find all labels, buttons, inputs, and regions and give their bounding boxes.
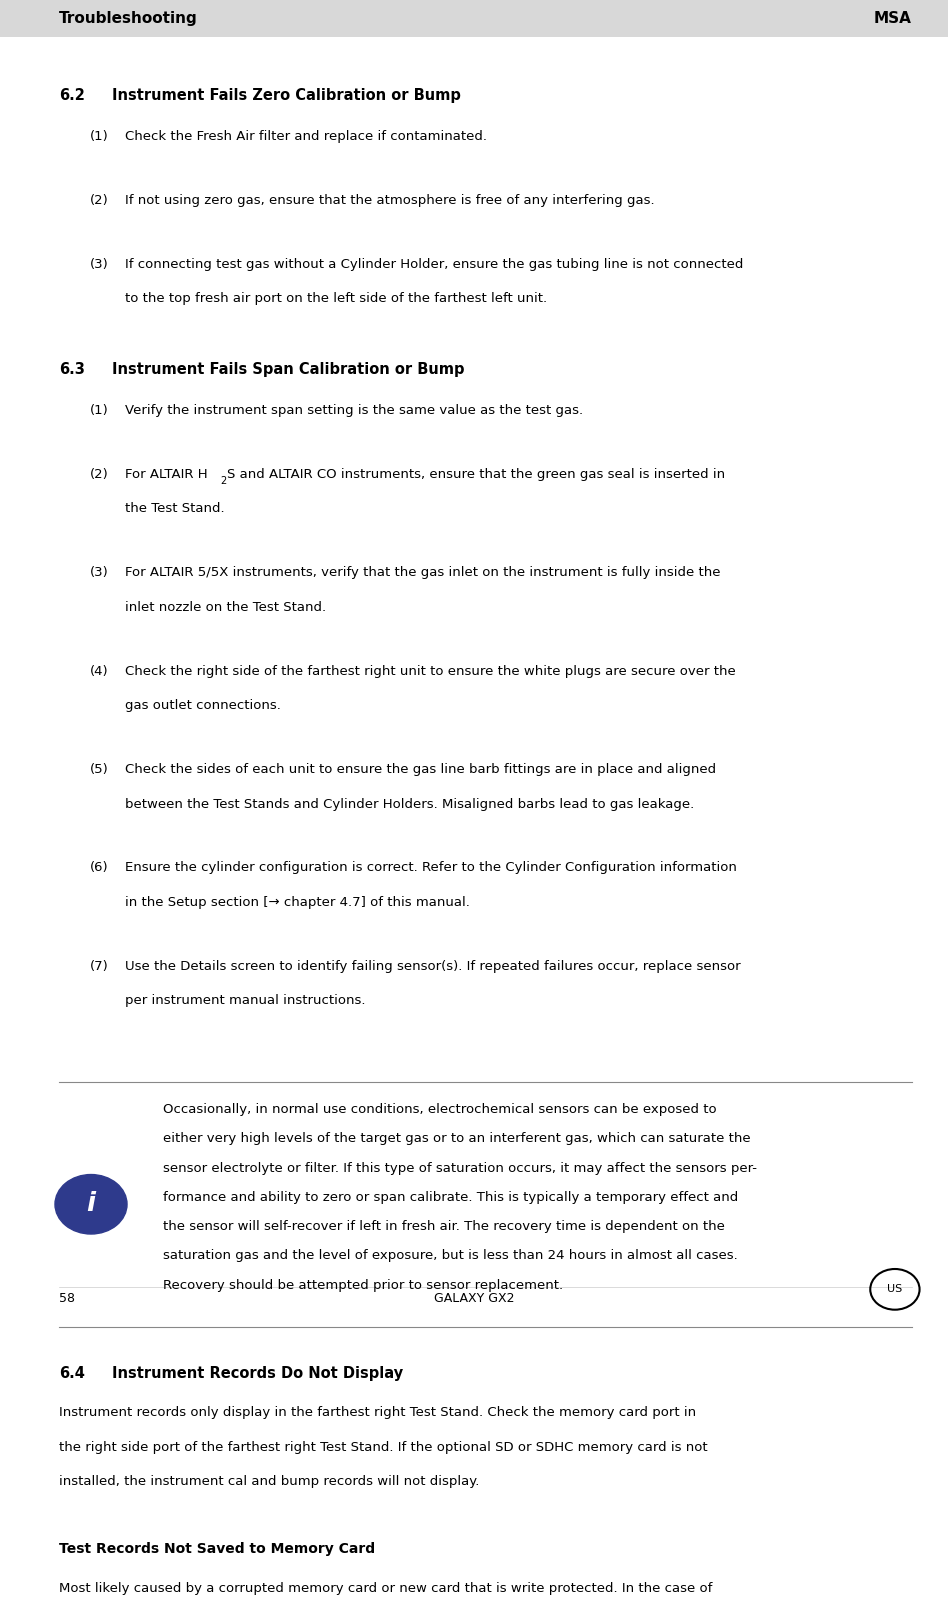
Text: If not using zero gas, ensure that the atmosphere is free of any interfering gas: If not using zero gas, ensure that the a…	[125, 195, 655, 208]
Text: Test Records Not Saved to Memory Card: Test Records Not Saved to Memory Card	[59, 1542, 374, 1555]
Text: Ensure the cylinder configuration is correct. Refer to the Cylinder Configuratio: Ensure the cylinder configuration is cor…	[125, 861, 737, 874]
Text: (5): (5)	[90, 763, 109, 776]
Ellipse shape	[55, 1175, 127, 1233]
Text: inlet nozzle on the Test Stand.: inlet nozzle on the Test Stand.	[125, 601, 326, 613]
Text: (3): (3)	[90, 258, 109, 270]
Text: formance and ability to zero or span calibrate. This is typically a temporary ef: formance and ability to zero or span cal…	[163, 1191, 738, 1204]
Text: 6.2: 6.2	[59, 87, 84, 103]
Text: the right side port of the farthest right Test Stand. If the optional SD or SDHC: the right side port of the farthest righ…	[59, 1441, 707, 1454]
Text: Verify the instrument span setting is the same value as the test gas.: Verify the instrument span setting is th…	[125, 404, 583, 417]
Text: per instrument manual instructions.: per instrument manual instructions.	[125, 995, 366, 1008]
Text: (2): (2)	[90, 195, 109, 208]
Text: 6.3: 6.3	[59, 362, 84, 377]
FancyBboxPatch shape	[0, 0, 948, 37]
Text: Check the Fresh Air filter and replace if contaminated.: Check the Fresh Air filter and replace i…	[125, 130, 487, 143]
Text: Most likely caused by a corrupted memory card or new card that is write protecte: Most likely caused by a corrupted memory…	[59, 1581, 712, 1596]
Text: Use the Details screen to identify failing sensor(s). If repeated failures occur: Use the Details screen to identify faili…	[125, 960, 740, 972]
Text: to the top fresh air port on the left side of the farthest left unit.: to the top fresh air port on the left si…	[125, 293, 547, 306]
Text: either very high levels of the target gas or to an interferent gas, which can sa: either very high levels of the target ga…	[163, 1132, 751, 1145]
Text: the sensor will self-recover if left in fresh air. The recovery time is dependen: the sensor will self-recover if left in …	[163, 1220, 725, 1233]
Text: gas outlet connections.: gas outlet connections.	[125, 699, 281, 712]
Text: (4): (4)	[90, 665, 109, 678]
Text: Instrument Fails Span Calibration or Bump: Instrument Fails Span Calibration or Bum…	[112, 362, 465, 377]
Text: 58: 58	[59, 1293, 75, 1306]
Text: (3): (3)	[90, 567, 109, 580]
Text: S and ALTAIR CO instruments, ensure that the green gas seal is inserted in: S and ALTAIR CO instruments, ensure that…	[227, 469, 725, 481]
Text: between the Test Stands and Cylinder Holders. Misaligned barbs lead to gas leaka: between the Test Stands and Cylinder Hol…	[125, 797, 694, 810]
Text: GALAXY GX2: GALAXY GX2	[434, 1293, 514, 1306]
Text: 2: 2	[220, 477, 227, 486]
Text: Occasionally, in normal use conditions, electrochemical sensors can be exposed t: Occasionally, in normal use conditions, …	[163, 1103, 717, 1116]
Text: the Test Stand.: the Test Stand.	[125, 502, 225, 515]
Text: Instrument Records Do Not Display: Instrument Records Do Not Display	[112, 1367, 403, 1381]
Text: (1): (1)	[90, 404, 109, 417]
Text: 6.4: 6.4	[59, 1367, 84, 1381]
Text: For ALTAIR H: For ALTAIR H	[125, 469, 208, 481]
Text: (1): (1)	[90, 130, 109, 143]
Text: MSA: MSA	[874, 11, 912, 26]
Text: US: US	[887, 1285, 902, 1294]
Text: Troubleshooting: Troubleshooting	[59, 11, 197, 26]
Text: Check the sides of each unit to ensure the gas line barb fittings are in place a: Check the sides of each unit to ensure t…	[125, 763, 717, 776]
Text: in the Setup section [→ chapter 4.7] of this manual.: in the Setup section [→ chapter 4.7] of …	[125, 895, 470, 910]
Text: (6): (6)	[90, 861, 109, 874]
Text: For ALTAIR 5/5X instruments, verify that the gas inlet on the instrument is full: For ALTAIR 5/5X instruments, verify that…	[125, 567, 720, 580]
Text: installed, the instrument cal and bump records will not display.: installed, the instrument cal and bump r…	[59, 1475, 479, 1488]
Text: Instrument records only display in the farthest right Test Stand. Check the memo: Instrument records only display in the f…	[59, 1406, 696, 1420]
Text: Recovery should be attempted prior to sensor replacement.: Recovery should be attempted prior to se…	[163, 1278, 563, 1291]
Text: If connecting test gas without a Cylinder Holder, ensure the gas tubing line is : If connecting test gas without a Cylinde…	[125, 258, 743, 270]
Text: Instrument Fails Zero Calibration or Bump: Instrument Fails Zero Calibration or Bum…	[112, 87, 461, 103]
Text: (7): (7)	[90, 960, 109, 972]
Text: Check the right side of the farthest right unit to ensure the white plugs are se: Check the right side of the farthest rig…	[125, 665, 736, 678]
Text: i: i	[86, 1191, 96, 1217]
Text: (2): (2)	[90, 469, 109, 481]
Text: sensor electrolyte or filter. If this type of saturation occurs, it may affect t: sensor electrolyte or filter. If this ty…	[163, 1162, 757, 1175]
Text: saturation gas and the level of exposure, but is less than 24 hours in almost al: saturation gas and the level of exposure…	[163, 1249, 738, 1262]
